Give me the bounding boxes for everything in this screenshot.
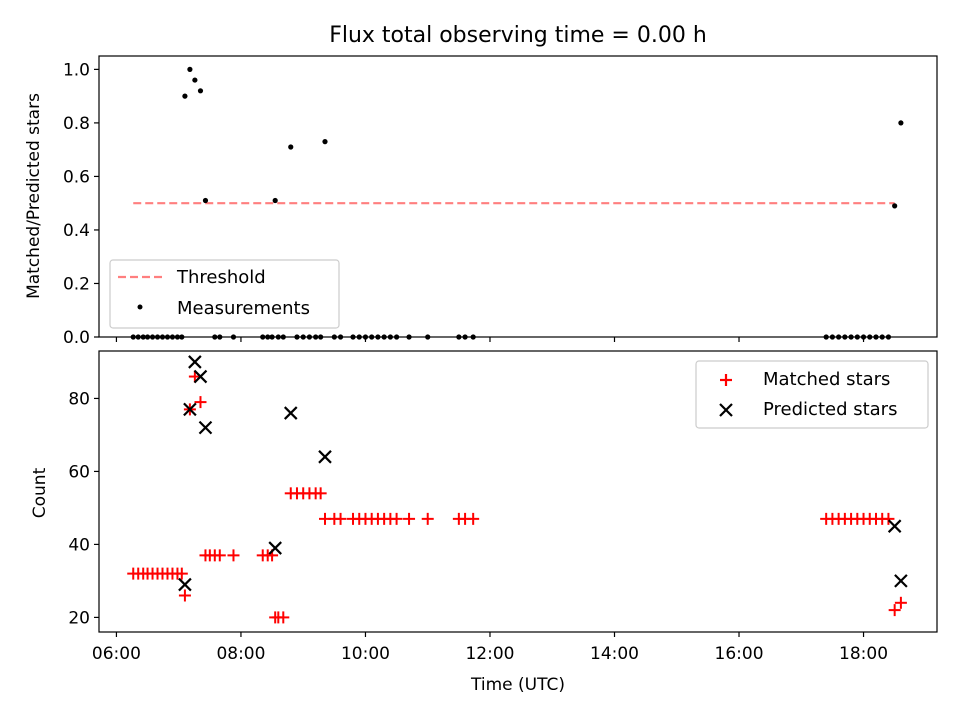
measurement-point [197,88,204,94]
measurement-point [192,77,198,83]
measurement-point [288,144,294,150]
measurement-point [322,139,328,145]
predicted-star-point [268,541,282,555]
top-legend: Threshold Measurements [109,259,340,329]
x-tick-label: 10:00 [341,644,390,664]
bottom-y-tick-label: 60 [68,462,90,482]
top-y-tick-label: 0.4 [63,221,90,241]
legend-measurements-swatch [137,304,143,310]
bottom-legend: Matched stars Predicted stars [695,360,929,429]
matched-star-point [178,589,191,602]
legend-matched-swatch [720,374,732,386]
x-tick-label: 06:00 [92,644,141,664]
bottom-legend-box [695,360,929,429]
matched-star-point [188,370,201,383]
bottom-y-ticks: 20 40 60 80 [68,389,99,628]
matched-star-point [277,611,290,624]
matched-star-point [882,512,895,525]
measurement-point [187,66,193,72]
matched-star-point [334,512,347,525]
bottom-y-tick-label: 40 [68,535,90,555]
bottom-plot-marks [127,355,908,624]
matched-star-point [894,596,907,609]
matched-star-point [888,604,901,617]
predicted-star-point [183,402,197,417]
predicted-star-point [283,406,298,420]
top-y-tick-label: 0.0 [63,328,90,348]
x-tick-label: 12:00 [465,644,514,664]
predicted-star-point [188,355,202,369]
x-tick-label: 18:00 [839,644,888,664]
top-y-axis-label: Matched/Predicted stars [24,93,44,299]
predicted-star-point [894,574,908,588]
measurement-point [202,197,209,204]
matched-star-point [314,487,327,500]
bottom-y-tick-label: 20 [68,608,90,628]
legend-threshold-label: Threshold [176,267,266,288]
top-y-tick-label: 0.2 [63,274,90,294]
matched-star-point [213,549,226,562]
x-tick-label: 16:00 [715,644,764,664]
matched-star-point [194,396,207,409]
predicted-star-point [887,519,902,533]
x-tick-label: 08:00 [216,644,265,664]
bottom-subplot: Count Time (UTC) 20 40 60 80 06:00 08:00 10:0… [30,350,938,695]
x-tick-label: 14:00 [590,644,639,664]
predicted-star-point [178,577,192,592]
top-y-ticks: 0.0 0.2 0.4 0.6 0.8 1.0 [63,60,99,348]
chart-title: Flux total observing time = 0.00 h [329,23,707,48]
matched-star-point [175,567,188,580]
measurement-point [892,203,898,209]
matched-star-point [421,512,434,525]
matched-star-point [467,512,480,525]
measurement-point [898,120,904,126]
top-y-tick-label: 1.0 [63,60,90,80]
predicted-star-point [198,420,213,435]
legend-predicted-label: Predicted stars [763,399,897,420]
top-legend-box [109,259,340,329]
matched-star-point [403,512,416,525]
bottom-x-ticks: 06:00 08:00 10:00 12:00 14:00 16:00 18:00 [92,632,888,664]
bottom-y-tick-label: 80 [68,389,90,409]
top-y-tick-label: 0.6 [63,167,90,187]
legend-predicted-swatch [719,403,733,417]
predicted-star-point [193,369,208,384]
top-y-tick-label: 0.8 [63,114,90,134]
matched-star-point [390,512,403,525]
legend-measurements-label: Measurements [177,298,310,319]
bottom-y-axis-label: Count [30,467,50,518]
x-axis-label: Time (UTC) [470,675,565,695]
measurement-point [272,197,278,204]
measurement-point [182,93,188,99]
top-subplot: Flux total observing time = 0.00 h Match… [24,23,938,348]
bottom-axes-frame [98,350,938,633]
matched-star-point [227,549,240,562]
legend-matched-label: Matched stars [763,369,890,390]
predicted-star-point [318,450,332,464]
top-axes-frame [98,55,938,338]
